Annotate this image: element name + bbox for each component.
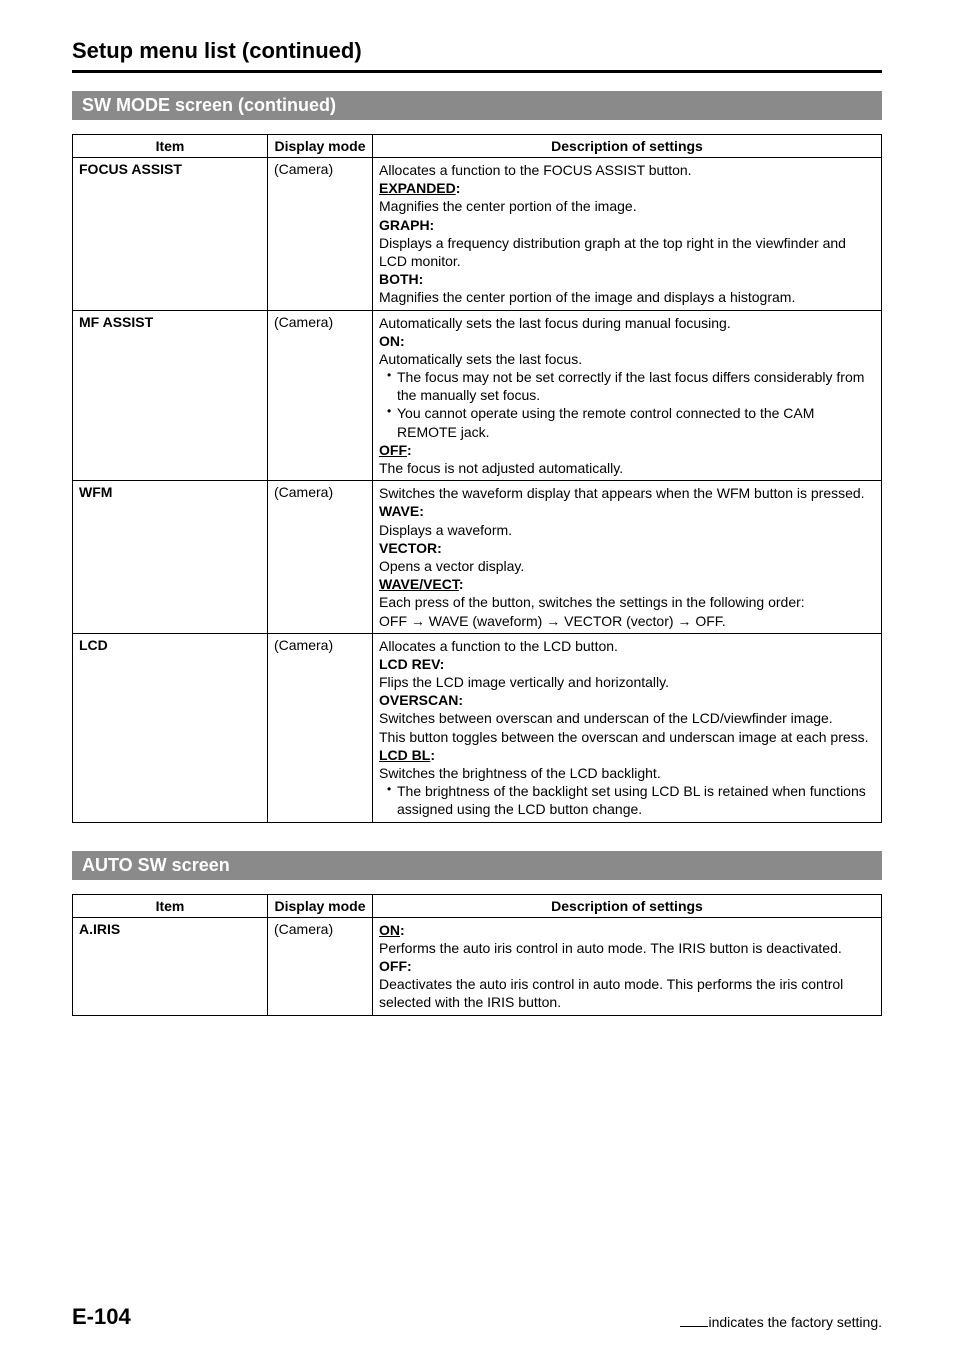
cell-mode: (Camera): [268, 310, 373, 481]
cell-item: WFM: [73, 481, 268, 634]
page-title: Setup menu list (continued): [72, 38, 882, 64]
auto-sw-table: Item Display mode Description of setting…: [72, 894, 882, 1016]
desc-intro: Automatically sets the last focus during…: [379, 314, 875, 332]
option-heading: OFF:: [379, 441, 875, 459]
option-text: The focus is not adjusted automatically.: [379, 459, 875, 477]
table-row: A.IRIS(Camera)ON:Performs the auto iris …: [73, 917, 882, 1015]
desc-intro: Allocates a function to the LCD button.: [379, 637, 875, 655]
table-row: MF ASSIST(Camera) Automatically sets the …: [73, 310, 882, 481]
option-text: Performs the auto iris control in auto m…: [379, 939, 875, 957]
option-text: Switches the brightness of the LCD backl…: [379, 764, 875, 782]
option-text: Automatically sets the last focus.: [379, 350, 875, 368]
cell-item: FOCUS ASSIST: [73, 158, 268, 311]
table-header-row: Item Display mode Description of setting…: [73, 135, 882, 158]
option-text: Opens a vector display.: [379, 557, 875, 575]
option-text: Displays a waveform.: [379, 521, 875, 539]
option-heading: LCD BL:: [379, 746, 875, 764]
table-header-row: Item Display mode Description of setting…: [73, 894, 882, 917]
cell-desc: Switches the waveform display that appea…: [373, 481, 882, 634]
factory-note-text: indicates the factory setting.: [708, 1314, 882, 1330]
section-bar-swmode: SW MODE screen (continued): [72, 91, 882, 120]
option-bullets: The brightness of the backlight set usin…: [379, 782, 875, 818]
col-header-desc: Description of settings: [373, 135, 882, 158]
page-footer: E-104 indicates the factory setting.: [72, 1304, 882, 1330]
page-root: Setup menu list (continued) SW MODE scre…: [0, 0, 954, 1354]
factory-blank-line: [680, 1326, 708, 1327]
col-header-item: Item: [73, 894, 268, 917]
col-header-mode: Display mode: [268, 135, 373, 158]
option-heading: EXPANDED:: [379, 179, 875, 197]
option-text: Deactivates the auto iris control in aut…: [379, 975, 875, 1011]
option-text: Displays a frequency distribution graph …: [379, 234, 875, 270]
option-text: Magnifies the center portion of the imag…: [379, 288, 875, 306]
title-rule: [72, 70, 882, 73]
option-heading: OFF:: [379, 957, 875, 975]
col-header-desc: Description of settings: [373, 894, 882, 917]
option-text: OFF → WAVE (waveform) → VECTOR (vector) …: [379, 612, 875, 630]
option-heading: VECTOR:: [379, 539, 875, 557]
cell-item: A.IRIS: [73, 917, 268, 1015]
table-row: LCD(Camera)Allocates a function to the L…: [73, 633, 882, 822]
desc-intro: Switches the waveform display that appea…: [379, 484, 875, 502]
cell-item: MF ASSIST: [73, 310, 268, 481]
cell-desc: Allocates a function to the LCD button.L…: [373, 633, 882, 822]
option-text: Magnifies the center portion of the imag…: [379, 197, 875, 215]
option-heading: OVERSCAN:: [379, 691, 875, 709]
option-heading: GRAPH:: [379, 216, 875, 234]
table-row: FOCUS ASSIST(Camera) Allocates a function…: [73, 158, 882, 311]
option-text: Flips the LCD image vertically and horiz…: [379, 673, 875, 691]
cell-mode: (Camera): [268, 481, 373, 634]
cell-item: LCD: [73, 633, 268, 822]
cell-mode: (Camera): [268, 158, 373, 311]
option-text: Each press of the button, switches the s…: [379, 593, 875, 611]
cell-desc: Allocates a function to the FOCUS ASSIST…: [373, 158, 882, 311]
option-bullet: The brightness of the backlight set usin…: [387, 782, 875, 818]
col-header-mode: Display mode: [268, 894, 373, 917]
sw-mode-table: Item Display mode Description of setting…: [72, 134, 882, 823]
option-heading: LCD REV:: [379, 655, 875, 673]
factory-note: indicates the factory setting.: [680, 1314, 882, 1330]
table-row: WFM(Camera) Switches the waveform display…: [73, 481, 882, 634]
option-heading: ON:: [379, 332, 875, 350]
option-heading: WAVE:: [379, 502, 875, 520]
cell-mode: (Camera): [268, 917, 373, 1015]
page-number: E-104: [72, 1304, 131, 1330]
cell-desc: ON:Performs the auto iris control in aut…: [373, 917, 882, 1015]
desc-intro: Allocates a function to the FOCUS ASSIST…: [379, 161, 875, 179]
option-bullet: The focus may not be set correctly if th…: [387, 368, 875, 404]
option-bullet: You cannot operate using the remote cont…: [387, 404, 875, 440]
option-bullets: The focus may not be set correctly if th…: [379, 368, 875, 441]
option-heading: BOTH:: [379, 270, 875, 288]
cell-desc: Automatically sets the last focus during…: [373, 310, 882, 481]
section-bar-autosw: AUTO SW screen: [72, 851, 882, 880]
option-text: Switches between overscan and underscan …: [379, 709, 875, 727]
cell-mode: (Camera): [268, 633, 373, 822]
option-heading: ON:: [379, 921, 875, 939]
option-text: This button toggles between the overscan…: [379, 728, 875, 746]
option-heading: WAVE/VECT:: [379, 575, 875, 593]
col-header-item: Item: [73, 135, 268, 158]
